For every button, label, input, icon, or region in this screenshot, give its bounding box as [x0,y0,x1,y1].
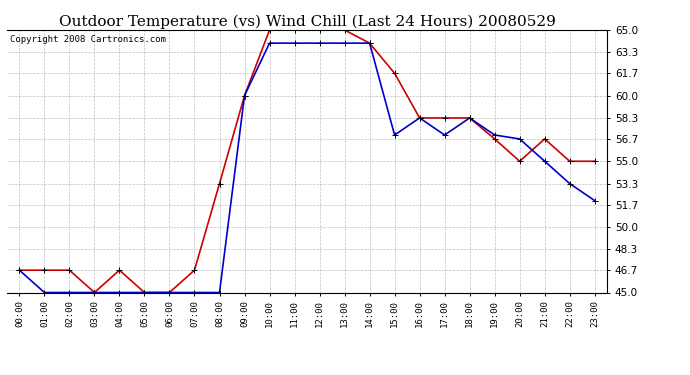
Text: Copyright 2008 Cartronics.com: Copyright 2008 Cartronics.com [10,35,166,44]
Title: Outdoor Temperature (vs) Wind Chill (Last 24 Hours) 20080529: Outdoor Temperature (vs) Wind Chill (Las… [59,15,555,29]
